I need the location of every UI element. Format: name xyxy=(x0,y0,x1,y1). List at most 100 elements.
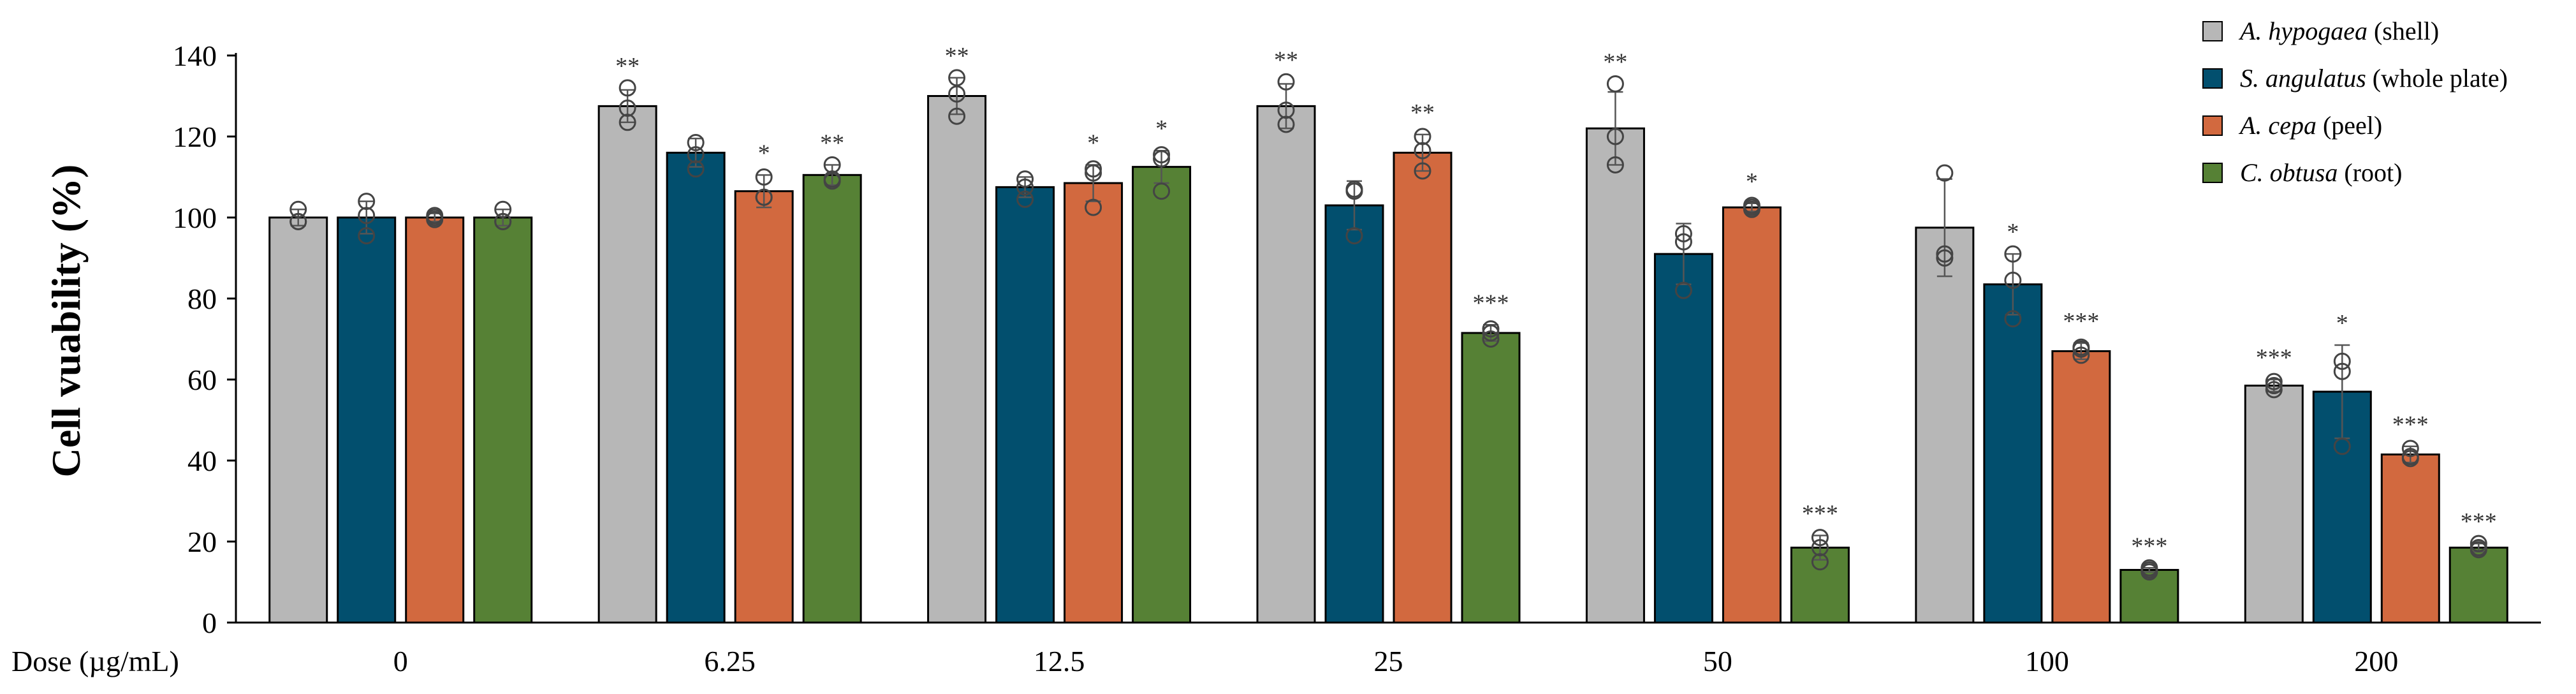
replicate-point xyxy=(2141,559,2158,577)
replicate-point xyxy=(1811,529,1829,547)
replicate-point xyxy=(2141,563,2158,581)
replicate-point xyxy=(1345,181,1363,198)
significance-label: * xyxy=(1746,168,1758,195)
replicate-point xyxy=(1153,150,1171,168)
replicate-point xyxy=(1153,146,1171,164)
bar xyxy=(1653,253,1713,624)
bar xyxy=(337,216,397,624)
replicate-point xyxy=(618,79,636,97)
significance-label: *** xyxy=(1802,500,1838,527)
significance-label: * xyxy=(1155,115,1167,142)
significance-label: ** xyxy=(945,43,969,70)
significance-label: * xyxy=(2336,310,2348,337)
y-tick-label: 100 xyxy=(173,202,217,234)
replicate-point xyxy=(2004,271,2022,289)
bar xyxy=(1132,166,1192,624)
replicate-point xyxy=(1482,330,1500,348)
legend-entry: C. obtusa (root) xyxy=(2240,158,2402,187)
x-axis: 0 6.25 12.5 25 50 100 200 xyxy=(236,621,2541,677)
replicate-point xyxy=(2004,310,2022,328)
significance-label: * xyxy=(758,140,770,166)
replicate-point xyxy=(687,146,705,164)
bar xyxy=(268,216,328,624)
replicate-point xyxy=(426,207,444,225)
replicate-point xyxy=(1085,198,1102,216)
replicate-point xyxy=(426,210,444,228)
x-tick-label: 25 xyxy=(1374,645,1403,677)
replicate-point xyxy=(1016,170,1034,188)
bar xyxy=(802,174,862,624)
significance-label: *** xyxy=(2131,533,2167,559)
bar xyxy=(473,216,533,624)
replicate-point xyxy=(1936,249,1954,267)
replicate-point xyxy=(687,160,705,178)
replicate-point xyxy=(2265,377,2283,395)
legend-entry-part: (peel) xyxy=(2316,111,2382,140)
replicate-point xyxy=(755,168,773,186)
bar xyxy=(1585,127,1645,624)
y-tick-label: 140 xyxy=(173,40,217,72)
bar xyxy=(1324,204,1384,624)
replicate-point xyxy=(1414,142,1431,159)
replicate-point xyxy=(1016,178,1034,196)
replicate-point xyxy=(1743,196,1760,214)
x-tick-label: 6.25 xyxy=(704,645,756,677)
significance-label: ** xyxy=(1274,47,1298,73)
y-tick-label: 120 xyxy=(173,121,217,153)
replicate-point xyxy=(1674,225,1692,242)
legend-swatch xyxy=(2202,163,2223,183)
replicate-point xyxy=(1345,227,1363,245)
y-axis: 0 20 40 60 80 100 120 140 xyxy=(173,40,237,639)
replicate-point xyxy=(2004,245,2022,263)
bar xyxy=(1915,226,1975,624)
legend-entry-part: (whole plate) xyxy=(2366,64,2508,92)
replicate-point xyxy=(1277,73,1295,91)
replicate-point xyxy=(1674,281,1692,299)
y-tick-label: 40 xyxy=(187,445,217,477)
replicate-point xyxy=(2072,346,2090,364)
x-tick-label: 100 xyxy=(2025,645,2069,677)
significance-label: ** xyxy=(820,129,844,156)
x-axis-label: Dose (µg/mL) xyxy=(11,645,179,677)
replicate-point xyxy=(358,227,376,245)
legend-entry: A. cepa (peel) xyxy=(2238,111,2382,140)
bar xyxy=(2244,385,2304,624)
legend-swatch xyxy=(2202,115,2223,136)
replicate-point xyxy=(1482,320,1500,338)
replicate-point xyxy=(2401,439,2419,457)
replicate-point xyxy=(1936,164,1954,182)
replicate-point xyxy=(358,193,376,210)
replicate-point xyxy=(2333,352,2351,370)
replicate-point xyxy=(1811,553,1829,571)
x-tick-label: 12.5 xyxy=(1034,645,1085,677)
bar xyxy=(1064,182,1123,624)
legend-entry-species: C. obtusa xyxy=(2240,158,2338,187)
y-tick-label: 60 xyxy=(187,364,217,396)
legend: A. hypogaea (shell)S. angulatus (whole p… xyxy=(2202,17,2508,187)
significance-label: *** xyxy=(2392,411,2429,438)
replicate-point xyxy=(2470,535,2487,552)
replicate-point xyxy=(1277,115,1295,133)
replicate-point xyxy=(1085,164,1102,182)
bar xyxy=(927,95,987,624)
significance-label: ** xyxy=(615,53,640,80)
bar xyxy=(1461,332,1521,624)
replicate-point xyxy=(2265,373,2283,390)
replicate-point xyxy=(2333,362,2351,380)
replicate-point xyxy=(618,100,636,117)
replicate-point xyxy=(2401,448,2419,466)
legend-entry-species: A. cepa xyxy=(2238,111,2316,140)
legend-entry-species: S. angulatus xyxy=(2240,64,2366,92)
bar xyxy=(995,186,1055,624)
replicate-point xyxy=(948,85,966,103)
replicate-point xyxy=(358,207,376,225)
replicate-point xyxy=(1936,245,1954,263)
replicate-point xyxy=(1016,190,1034,208)
x-tick-label: 50 xyxy=(1703,645,1732,677)
significance-label: *** xyxy=(1473,290,1509,316)
replicate-point xyxy=(494,200,512,218)
replicate-point xyxy=(289,212,307,230)
significance-label: *** xyxy=(2256,344,2292,371)
replicate-point xyxy=(2470,539,2487,557)
